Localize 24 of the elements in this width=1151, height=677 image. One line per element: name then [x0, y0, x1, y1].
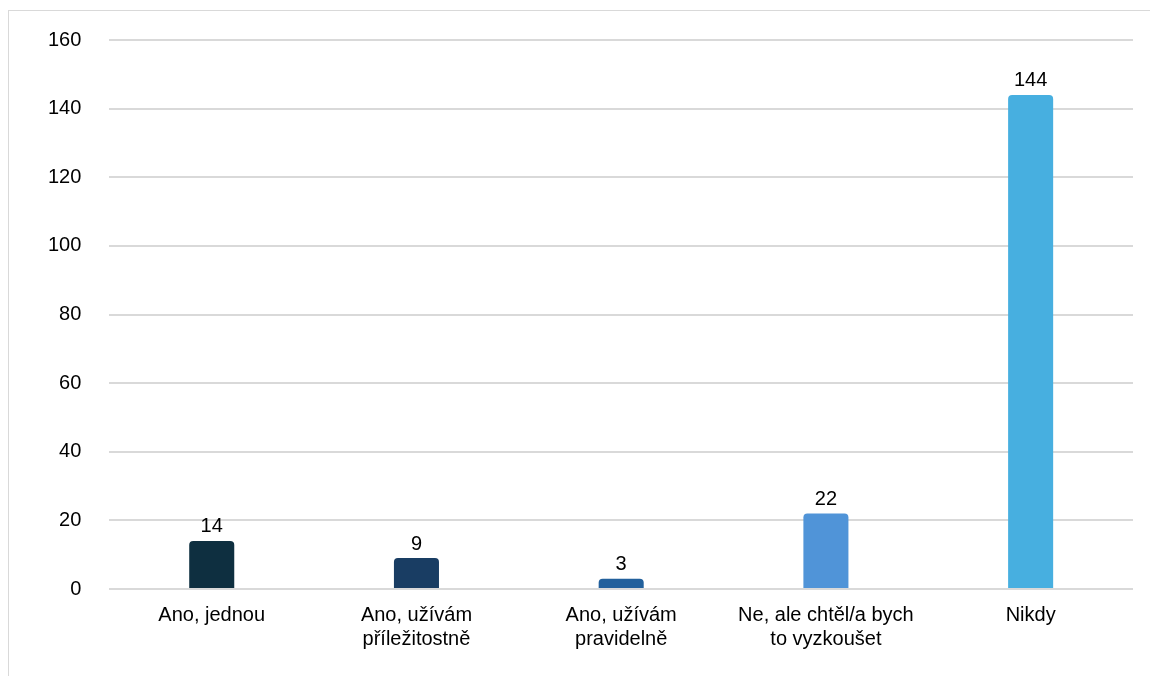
x-tick-label: Ano, jednou — [158, 602, 266, 625]
x-tick-label: Ano, užívám příležitostně — [360, 602, 473, 649]
bar — [189, 540, 235, 588]
y-tick-label: 100 — [47, 233, 82, 256]
data-label: 14 — [200, 514, 223, 537]
x-tick-label: Ne, ale chtěl/a bych to vyzkoušet — [738, 602, 914, 649]
x-tick-label: Ano, užívám pravidelně — [565, 602, 677, 649]
data-label: 9 — [410, 531, 423, 554]
data-label: 144 — [1013, 68, 1048, 91]
bar — [393, 558, 439, 588]
y-tick-label: 160 — [47, 27, 82, 50]
bar — [803, 513, 849, 588]
y-tick-label: 20 — [59, 507, 82, 530]
y-tick-label: 80 — [59, 302, 82, 325]
y-tick-label: 0 — [70, 576, 82, 599]
bar — [598, 578, 644, 588]
data-label: 3 — [615, 552, 627, 575]
data-label: 22 — [814, 487, 838, 510]
y-tick-label: 40 — [59, 439, 82, 462]
y-tick-label: 140 — [47, 96, 82, 119]
x-tick-label: Nikdy — [1005, 602, 1056, 625]
bar — [1008, 94, 1054, 588]
y-tick-label: 120 — [47, 164, 82, 187]
y-tick-label: 60 — [59, 370, 82, 393]
